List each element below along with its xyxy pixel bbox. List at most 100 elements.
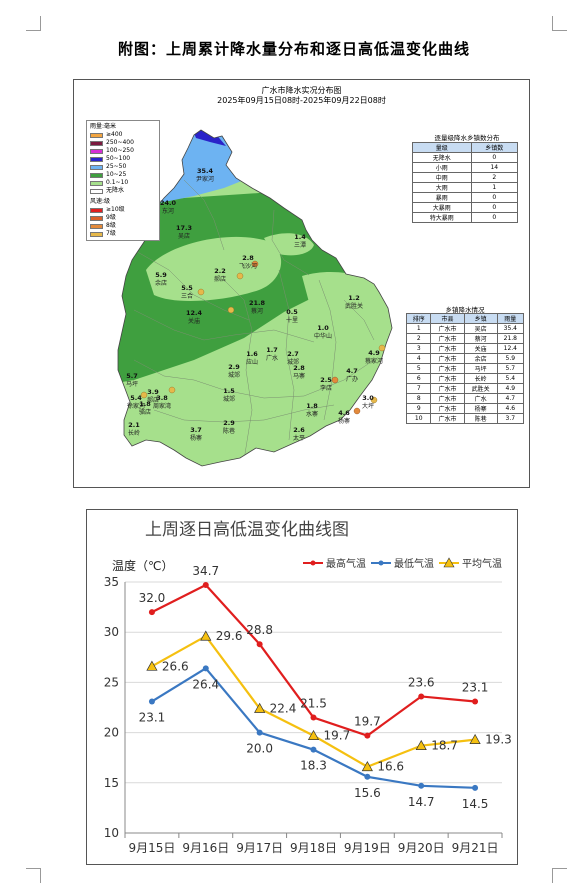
wind-legend-item: ≥10级 [90, 206, 156, 214]
town-table: 排序 市县 乡镇 雨量 1 广水市 吴店 35.4 2 广水市 蔡河 21.8 3 广水市 关庙 12.4 4 广… [405, 313, 525, 424]
wind-legend-label: ≥10级 [106, 206, 125, 213]
rain-legend-title: 雨量:毫米 [90, 123, 117, 130]
x-tick-label: 9月20日 [398, 841, 445, 855]
grade-table-row: 大暴雨 0 [412, 202, 519, 213]
station: 1.4三潭 [294, 233, 306, 249]
data-point [364, 732, 371, 739]
station-value: 5.4 [130, 394, 142, 402]
x-tick-label: 9月21日 [452, 841, 499, 855]
town-table-row: 5 广水市 马坪 5.7 [405, 363, 525, 374]
town-table-cell: 广水市 [430, 413, 465, 424]
series-0: 32.0 34.7 28.8 21.5 19.7 23.6 23.1 [139, 564, 488, 739]
rain-legend-item: 0.1~10 [90, 179, 156, 187]
station: 2.9城郊 [228, 363, 240, 379]
station: 2.9陈巷 [223, 419, 235, 435]
legend-marker [310, 560, 316, 566]
station-value: 2.7 [287, 350, 299, 358]
wind-legend-swatch [90, 215, 103, 221]
data-point [254, 702, 266, 713]
station: 5.7马坪 [126, 372, 138, 388]
grade-table-header-cell: 乡镇数 [470, 142, 519, 153]
data-label: 22.4 [270, 702, 297, 716]
station-value: 4.9 [368, 349, 380, 357]
town-table-cell: 5.7 [496, 363, 525, 374]
town-table-cell: 2 [405, 333, 432, 344]
data-point [256, 729, 263, 736]
legend-marker [378, 560, 384, 566]
station-value: 1.0 [317, 324, 329, 332]
town-table-cell: 余店 [463, 353, 498, 364]
grade-table-row: 特大暴雨 0 [412, 212, 519, 223]
town-table-header-cell: 乡镇 [463, 313, 498, 324]
station: 5.9余店 [155, 271, 167, 287]
data-point [361, 761, 373, 772]
station-value: 2.8 [293, 364, 305, 372]
station-value: 12.4 [186, 309, 203, 317]
town-table-row: 6 广水市 长岭 5.4 [405, 373, 525, 384]
station-value: 2.1 [128, 421, 140, 429]
data-label: 34.7 [192, 564, 219, 578]
grade-table-cell: 特大暴雨 [412, 212, 472, 223]
town-table-row: 4 广水市 余店 5.9 [405, 353, 525, 364]
town-table-cell: 广水市 [430, 323, 465, 334]
series-1: 23.1 26.4 20.0 18.3 15.6 14.7 14.5 [139, 665, 488, 811]
station-name: 东河 [162, 207, 174, 215]
town-table-cell: 4.9 [496, 383, 525, 394]
wind-marker [227, 306, 235, 314]
station-value: 2.2 [214, 267, 226, 275]
town-table-header-cell: 雨量 [496, 313, 525, 324]
station-name: 三潭 [294, 241, 306, 249]
station: 0.5十里 [286, 308, 298, 324]
legend-label: 平均气温 [462, 557, 502, 570]
town-table-header-row: 排序 市县 乡镇 雨量 [405, 313, 525, 324]
station-value: 5.5 [181, 284, 193, 292]
station-value: 1.7 [266, 346, 278, 354]
town-table-cell: 广水市 [430, 333, 465, 344]
y-tick-label: 10 [104, 826, 119, 840]
wind-legend-swatch [90, 231, 103, 237]
grade-table-cell: 暴雨 [412, 192, 472, 203]
data-label: 14.7 [408, 795, 435, 809]
data-label: 19.7 [324, 729, 351, 743]
grade-table-cell: 0 [470, 212, 519, 223]
rain-legend-item: 25~50 [90, 163, 156, 171]
grade-table-row: 中雨 2 [412, 172, 519, 183]
town-table-cell: 长岭 [463, 373, 498, 384]
grade-table-row: 无降水 0 [412, 152, 519, 163]
town-table-cell: 关庙 [463, 343, 498, 354]
grade-table-cell: 中雨 [412, 172, 472, 183]
legend-label: 最高气温 [326, 557, 366, 570]
grade-table: 量级 乡镇数 无降水 0 小雨 14 中雨 2 大雨 1 暴雨 0 大暴雨 0 特大暴雨 0 [412, 142, 519, 223]
town-table-cell: 5.4 [496, 373, 525, 384]
town-table-cell: 马坪 [463, 363, 498, 374]
rain-legend-swatch [90, 164, 103, 170]
town-table-cell: 3 [405, 343, 432, 354]
town-table-row: 7 广水市 武胜关 4.9 [405, 383, 525, 394]
axes: 10 15 20 25 30 35 9月15日 9月16日 9月17日 9月18日 9月19日 9月2… [104, 575, 503, 855]
corner-mark [26, 16, 41, 31]
data-point [469, 733, 481, 744]
station-value: 35.4 [197, 167, 214, 175]
town-table-cell: 7 [405, 383, 432, 394]
town-table-cell: 广水市 [430, 373, 465, 384]
station-value: 2.9 [223, 419, 235, 427]
station-value: 3.9 [147, 388, 159, 396]
town-table-cell: 3.7 [496, 413, 525, 424]
town-table-row: 10 广水市 陈巷 3.7 [405, 413, 525, 424]
town-table-cell: 广水市 [430, 353, 465, 364]
wind-legend-label: 7级 [106, 230, 116, 237]
station-value: 3.7 [190, 426, 202, 434]
town-table-cell: 广水 [463, 393, 498, 404]
station-name: 长岭 [128, 429, 140, 437]
data-point [202, 665, 209, 672]
data-point [148, 698, 155, 705]
data-label: 21.5 [300, 697, 327, 711]
x-tick-label: 9月16日 [182, 841, 229, 855]
rain-legend-swatch [90, 132, 103, 138]
station: 4.6杨寨 [338, 409, 350, 425]
grade-table-row: 暴雨 0 [412, 192, 519, 203]
map-title: 广水市降水实况分布图 [261, 86, 342, 95]
